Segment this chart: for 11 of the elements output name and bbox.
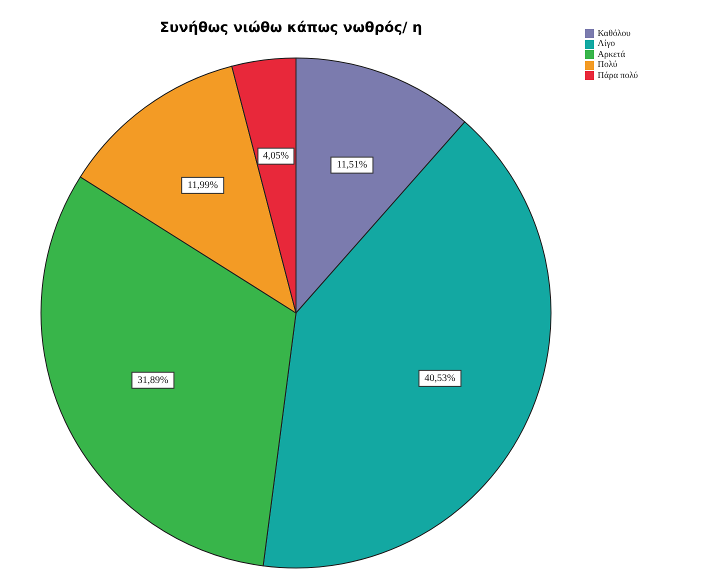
legend-label: Καθόλου [598, 28, 631, 38]
legend-label: Πάρα πολύ [598, 70, 638, 80]
legend-label: Πολύ [598, 59, 618, 70]
legend-label: Αρκετά [598, 48, 626, 59]
data-label: 4,05% [263, 150, 289, 162]
data-label: 31,89% [138, 374, 168, 386]
data-label: 40,53% [424, 372, 456, 384]
chart-title: Συνήθως νιώθω κάπως νωθρός/ η [158, 20, 424, 36]
legend-label: Λίγο [598, 38, 616, 48]
data-label: 11,51% [336, 160, 368, 171]
data-label: 11,99% [187, 180, 218, 191]
